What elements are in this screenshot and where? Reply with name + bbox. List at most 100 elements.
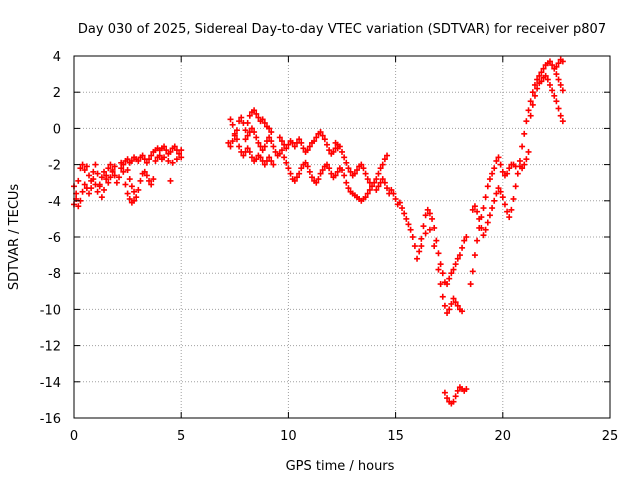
data-point — [379, 161, 386, 168]
data-point — [339, 148, 345, 155]
data-point — [531, 92, 538, 99]
data-point — [120, 161, 127, 168]
data-point — [323, 161, 330, 168]
data-point — [266, 125, 273, 132]
data-point — [491, 197, 498, 204]
y-tick-label: -14 — [40, 376, 61, 391]
data-point — [420, 223, 427, 230]
data-point — [139, 152, 146, 159]
data-point — [536, 72, 543, 79]
data-point — [163, 147, 170, 154]
data-point — [435, 250, 442, 257]
y-tick-label: 2 — [53, 86, 61, 101]
data-point — [482, 226, 489, 233]
data-point — [516, 157, 523, 164]
data-point — [341, 172, 348, 179]
data-point — [236, 118, 243, 125]
data-point — [148, 181, 155, 188]
data-point — [459, 308, 466, 315]
data-point — [165, 157, 172, 164]
data-point — [173, 156, 180, 163]
data-point — [308, 174, 315, 181]
data-point — [113, 179, 120, 186]
data-point — [270, 161, 277, 168]
data-point — [231, 132, 238, 139]
data-point — [343, 159, 350, 166]
data-point — [373, 176, 380, 183]
data-point — [306, 143, 313, 150]
data-point — [75, 177, 82, 184]
data-point — [343, 179, 350, 186]
data-point — [296, 170, 303, 177]
data-point — [375, 183, 382, 190]
data-point — [448, 270, 455, 277]
data-point — [266, 154, 273, 161]
data-point — [229, 121, 236, 128]
data-point — [486, 212, 493, 219]
data-point — [450, 266, 457, 273]
data-point — [253, 134, 260, 141]
data-point — [304, 147, 311, 154]
data-point — [332, 139, 339, 146]
data-point — [553, 63, 560, 70]
data-point — [418, 235, 425, 242]
data-point — [257, 154, 264, 161]
data-point — [105, 179, 112, 186]
data-point — [330, 148, 337, 155]
data-point — [253, 110, 260, 117]
data-point — [422, 212, 429, 219]
data-point — [150, 176, 157, 183]
data-point — [506, 214, 513, 221]
data-point — [467, 281, 474, 288]
data-point — [345, 165, 352, 172]
data-point — [409, 234, 416, 240]
data-point — [429, 215, 436, 222]
y-tick-label: -10 — [40, 303, 61, 318]
data-point — [278, 138, 285, 145]
data-point — [81, 181, 88, 188]
y-tick-labels: -16 -14 -12 -10 -8 -6 -4 -2 0 2 4 — [40, 50, 61, 427]
data-point — [178, 147, 185, 154]
data-point — [439, 270, 446, 277]
data-point — [83, 163, 90, 170]
data-point — [285, 165, 292, 172]
data-point — [300, 145, 307, 152]
data-point — [542, 72, 549, 79]
data-point — [493, 157, 500, 164]
data-point — [339, 167, 345, 174]
data-point — [278, 147, 285, 154]
data-point — [553, 98, 560, 105]
data-point — [379, 176, 386, 183]
data-point — [555, 105, 562, 112]
y-tick-label: -4 — [48, 195, 61, 210]
data-point — [559, 87, 566, 94]
data-point — [384, 185, 391, 192]
data-point — [358, 161, 365, 168]
y-tick-label: -2 — [48, 159, 61, 174]
data-point — [529, 101, 536, 108]
data-point — [287, 170, 294, 177]
data-point — [313, 134, 320, 141]
data-point — [233, 136, 240, 143]
data-point — [304, 163, 311, 170]
data-point — [414, 255, 421, 262]
data-point — [244, 132, 251, 139]
data-point — [345, 185, 352, 192]
data-point — [323, 141, 330, 148]
data-point — [118, 165, 125, 172]
data-point — [557, 81, 564, 88]
data-point — [504, 170, 511, 177]
data-point — [86, 172, 93, 179]
data-point — [133, 194, 140, 201]
data-point — [259, 147, 266, 154]
data-point — [508, 206, 515, 213]
data-point — [319, 167, 326, 174]
data-point — [366, 186, 373, 193]
data-point — [388, 186, 395, 193]
data-point — [471, 252, 478, 259]
x-tick-labels: 0 5 10 15 20 25 — [70, 429, 618, 444]
data-point — [122, 181, 129, 188]
data-point — [298, 139, 305, 146]
data-point — [538, 69, 545, 76]
data-point — [321, 136, 328, 143]
